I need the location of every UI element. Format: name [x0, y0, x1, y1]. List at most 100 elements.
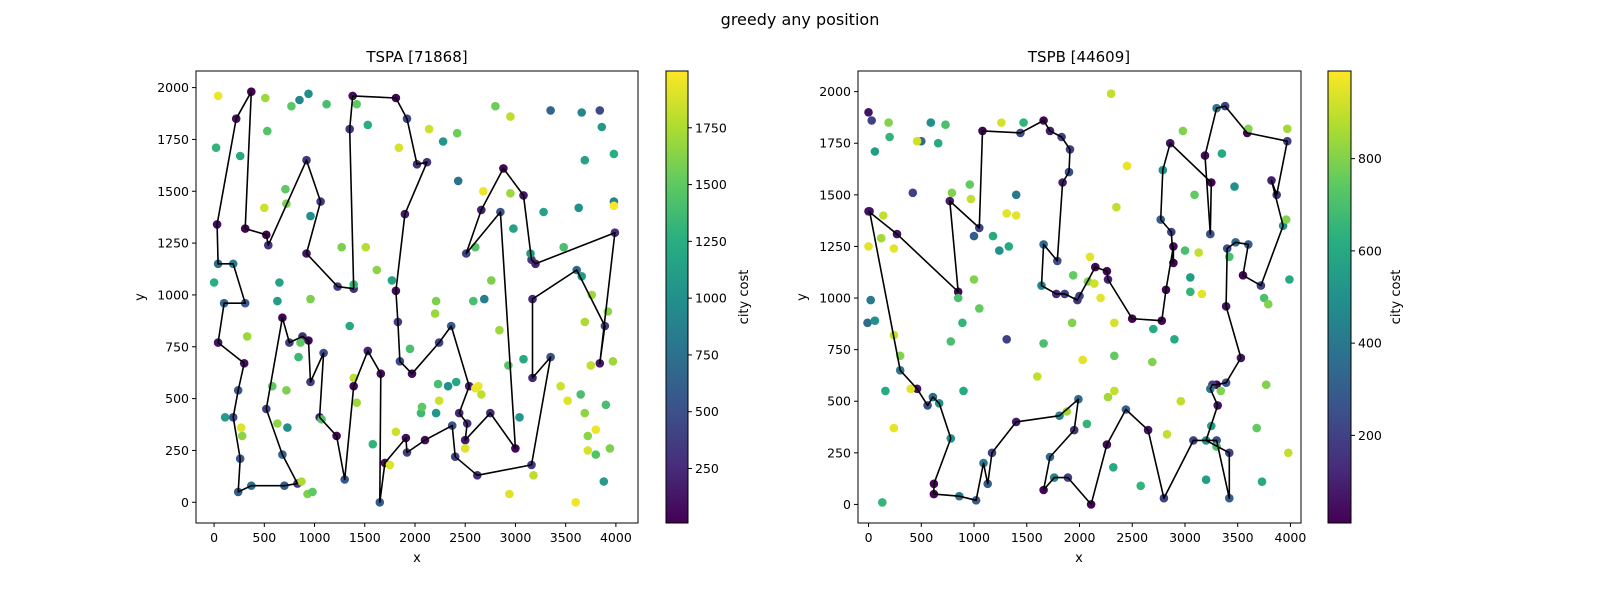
colorbar-tick-label: 400 — [1358, 336, 1382, 351]
colorbar — [1327, 70, 1352, 524]
city-point — [1002, 335, 1011, 344]
city-point — [941, 120, 950, 129]
y-tick-label: 500 — [165, 391, 189, 406]
city-point — [576, 390, 585, 399]
city-point — [863, 318, 872, 328]
city-point — [1230, 182, 1239, 191]
city-point — [884, 118, 893, 127]
city-point — [495, 325, 504, 335]
city-point — [529, 471, 538, 480]
city-point — [363, 120, 373, 130]
y-tick-label: 2000 — [819, 84, 851, 99]
y-tick-label: 1750 — [157, 132, 189, 147]
city-point — [287, 101, 296, 111]
city-point — [220, 413, 230, 422]
city-point — [1112, 202, 1121, 212]
city-point — [1197, 289, 1207, 299]
city-point — [958, 318, 967, 328]
city-point — [879, 211, 888, 220]
panel-title: TSPA [71868] — [365, 48, 467, 66]
city-point — [385, 460, 395, 470]
city-point — [885, 132, 894, 142]
colorbar-tick-label: 1750 — [695, 120, 727, 135]
city-point — [295, 95, 304, 105]
city-point — [387, 276, 397, 285]
city-point — [571, 498, 580, 507]
city-point — [1110, 351, 1119, 361]
y-tick-label: 250 — [165, 443, 189, 458]
city-point — [1281, 215, 1291, 224]
city-point — [337, 242, 347, 252]
city-point — [430, 309, 440, 318]
city-point — [519, 354, 528, 364]
x-tick-label: 1500 — [1011, 530, 1043, 545]
city-point — [1170, 335, 1179, 344]
city-point — [878, 498, 887, 507]
city-point — [391, 427, 401, 437]
city-point — [433, 379, 443, 389]
city-point — [1122, 161, 1132, 171]
city-point — [1252, 423, 1261, 433]
city-point — [1149, 324, 1158, 334]
city-point — [236, 423, 246, 432]
city-point — [1264, 299, 1273, 309]
city-point — [1068, 271, 1078, 280]
city-point — [515, 413, 524, 422]
city-point — [597, 122, 607, 132]
city-point — [870, 147, 880, 156]
city-point — [372, 265, 382, 275]
city-point — [864, 108, 873, 117]
city-point — [431, 296, 441, 306]
city-point — [469, 296, 478, 306]
city-point — [563, 396, 572, 406]
city-point — [1162, 430, 1172, 439]
city-point — [263, 126, 272, 136]
x-tick-label: 0 — [865, 530, 873, 545]
colorbar-label: city cost — [1389, 270, 1404, 325]
city-point — [424, 124, 434, 134]
city-point — [283, 423, 292, 432]
city-point — [953, 293, 963, 303]
city-point — [1004, 242, 1014, 251]
city-point — [1096, 293, 1105, 303]
x-axis-label: x — [1075, 551, 1083, 566]
city-point — [906, 384, 915, 394]
city-point — [1078, 355, 1087, 365]
figure-suptitle: greedy any position — [721, 10, 880, 29]
city-point — [273, 296, 282, 306]
x-tick-label: 4000 — [600, 530, 632, 545]
city-point — [599, 477, 609, 486]
city-point — [1178, 126, 1188, 136]
y-tick-label: 1750 — [819, 136, 851, 151]
city-point — [504, 361, 513, 370]
city-point — [1011, 190, 1021, 200]
x-tick-label: 2500 — [1116, 530, 1148, 545]
city-point — [1217, 149, 1227, 158]
x-tick-label: 1000 — [299, 530, 331, 545]
city-point — [605, 444, 615, 453]
city-point — [608, 357, 618, 366]
city-point — [988, 231, 998, 241]
city-point — [591, 450, 601, 459]
city-point — [1194, 248, 1203, 257]
city-point — [460, 444, 470, 453]
city-point — [1090, 279, 1099, 288]
x-tick-label: 500 — [909, 530, 933, 545]
city-point — [995, 246, 1004, 255]
city-point — [881, 386, 890, 396]
tour-path — [216, 91, 616, 504]
city-point — [946, 337, 956, 346]
plot-data — [863, 89, 1294, 509]
y-tick-label: 1500 — [157, 184, 189, 199]
city-point — [1284, 448, 1293, 458]
city-point — [580, 408, 590, 418]
city-point — [1110, 386, 1119, 396]
city-point — [1216, 386, 1226, 396]
colorbar-axis: 200 400 600 800 — [1351, 151, 1382, 443]
city-point — [609, 149, 619, 159]
x-axis: 0 500 1000 1500 2000 2500 3000 3500 4000 — [865, 523, 1306, 545]
city-point — [1285, 275, 1294, 284]
city-point — [583, 446, 593, 455]
city-point — [933, 138, 943, 148]
city-point — [474, 381, 483, 391]
